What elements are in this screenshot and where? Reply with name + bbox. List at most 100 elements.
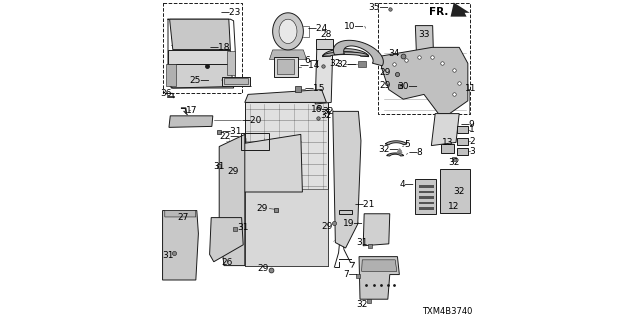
Text: 11: 11: [465, 84, 476, 93]
Text: 17: 17: [186, 106, 198, 115]
Text: 4—: 4—: [400, 180, 415, 189]
Text: 25—: 25—: [189, 76, 210, 84]
Polygon shape: [359, 257, 399, 299]
Polygon shape: [168, 64, 234, 88]
Polygon shape: [168, 50, 230, 64]
Text: —14: —14: [300, 61, 319, 70]
Polygon shape: [419, 207, 434, 210]
Text: 32—: 32—: [337, 60, 357, 68]
Polygon shape: [224, 134, 302, 192]
Text: 32: 32: [356, 300, 367, 309]
Text: —24: —24: [307, 24, 328, 33]
Polygon shape: [415, 26, 434, 59]
Polygon shape: [440, 169, 470, 213]
Text: 31: 31: [356, 238, 368, 247]
Text: 31: 31: [237, 223, 249, 232]
Polygon shape: [457, 138, 468, 145]
Polygon shape: [387, 153, 404, 156]
Polygon shape: [381, 47, 468, 114]
Text: 28: 28: [321, 30, 332, 39]
Polygon shape: [419, 190, 434, 193]
Text: 12: 12: [448, 202, 460, 211]
Polygon shape: [323, 49, 369, 57]
Text: 16—: 16—: [310, 105, 332, 114]
Polygon shape: [419, 185, 434, 188]
Text: 32—: 32—: [378, 145, 399, 154]
Polygon shape: [457, 126, 468, 133]
Text: 3: 3: [469, 147, 475, 156]
Polygon shape: [333, 111, 361, 248]
Polygon shape: [339, 210, 352, 214]
Text: TXM4B3740: TXM4B3740: [422, 307, 472, 316]
Polygon shape: [279, 19, 297, 44]
Text: —9: —9: [460, 120, 475, 129]
Polygon shape: [169, 116, 212, 127]
Text: 29: 29: [379, 68, 390, 77]
Polygon shape: [323, 52, 369, 56]
Polygon shape: [274, 57, 298, 77]
Polygon shape: [431, 114, 460, 146]
Text: 5: 5: [404, 140, 410, 149]
Text: 6—: 6—: [305, 56, 319, 65]
Text: 13: 13: [442, 138, 454, 147]
Polygon shape: [245, 102, 328, 266]
Text: 30—: 30—: [397, 82, 418, 91]
Text: 36: 36: [161, 89, 172, 98]
Polygon shape: [457, 148, 468, 155]
Polygon shape: [451, 3, 470, 17]
Polygon shape: [277, 59, 294, 74]
Polygon shape: [362, 260, 397, 271]
Text: 32: 32: [320, 111, 332, 120]
Polygon shape: [364, 214, 390, 246]
Polygon shape: [441, 144, 454, 153]
Polygon shape: [385, 141, 407, 145]
Text: —18: —18: [210, 43, 230, 52]
Polygon shape: [316, 39, 333, 49]
Text: —23: —23: [221, 8, 241, 17]
Polygon shape: [269, 50, 307, 60]
Text: 33: 33: [419, 30, 430, 39]
Text: FR.: FR.: [429, 7, 448, 17]
Text: 31: 31: [212, 162, 224, 171]
Text: 19—: 19—: [342, 219, 364, 228]
Bar: [241, 133, 269, 150]
Text: —8: —8: [409, 148, 424, 157]
Text: 1: 1: [469, 125, 475, 134]
Polygon shape: [166, 64, 176, 86]
Polygon shape: [227, 51, 236, 75]
Text: 31: 31: [162, 252, 173, 260]
Text: 10—: 10—: [344, 22, 364, 31]
Polygon shape: [245, 189, 328, 266]
Text: —31: —31: [221, 127, 242, 136]
Text: 2: 2: [469, 137, 475, 146]
Polygon shape: [415, 179, 436, 214]
Text: 32: 32: [448, 158, 460, 167]
Polygon shape: [219, 134, 245, 266]
Polygon shape: [165, 211, 196, 217]
Polygon shape: [315, 47, 333, 104]
Text: 29: 29: [257, 204, 268, 213]
Polygon shape: [163, 211, 198, 280]
Text: 29: 29: [257, 264, 269, 273]
Text: 32: 32: [322, 107, 333, 116]
Polygon shape: [273, 13, 303, 50]
Text: 7—: 7—: [343, 270, 358, 279]
Bar: [224, 78, 248, 84]
Text: 32: 32: [329, 59, 340, 68]
Polygon shape: [358, 61, 366, 67]
Text: —20: —20: [242, 116, 262, 124]
Text: 32: 32: [454, 187, 465, 196]
Polygon shape: [419, 202, 434, 204]
Text: 29: 29: [321, 222, 333, 231]
Polygon shape: [170, 19, 230, 50]
Text: —15: —15: [305, 84, 326, 93]
Text: 35—: 35—: [368, 3, 388, 12]
Polygon shape: [223, 77, 250, 86]
Polygon shape: [333, 40, 383, 66]
Polygon shape: [245, 90, 326, 102]
Text: 27: 27: [178, 213, 189, 222]
Text: —21: —21: [355, 200, 375, 209]
Text: 26: 26: [221, 258, 232, 267]
Polygon shape: [210, 218, 243, 262]
Text: 29: 29: [379, 81, 390, 90]
